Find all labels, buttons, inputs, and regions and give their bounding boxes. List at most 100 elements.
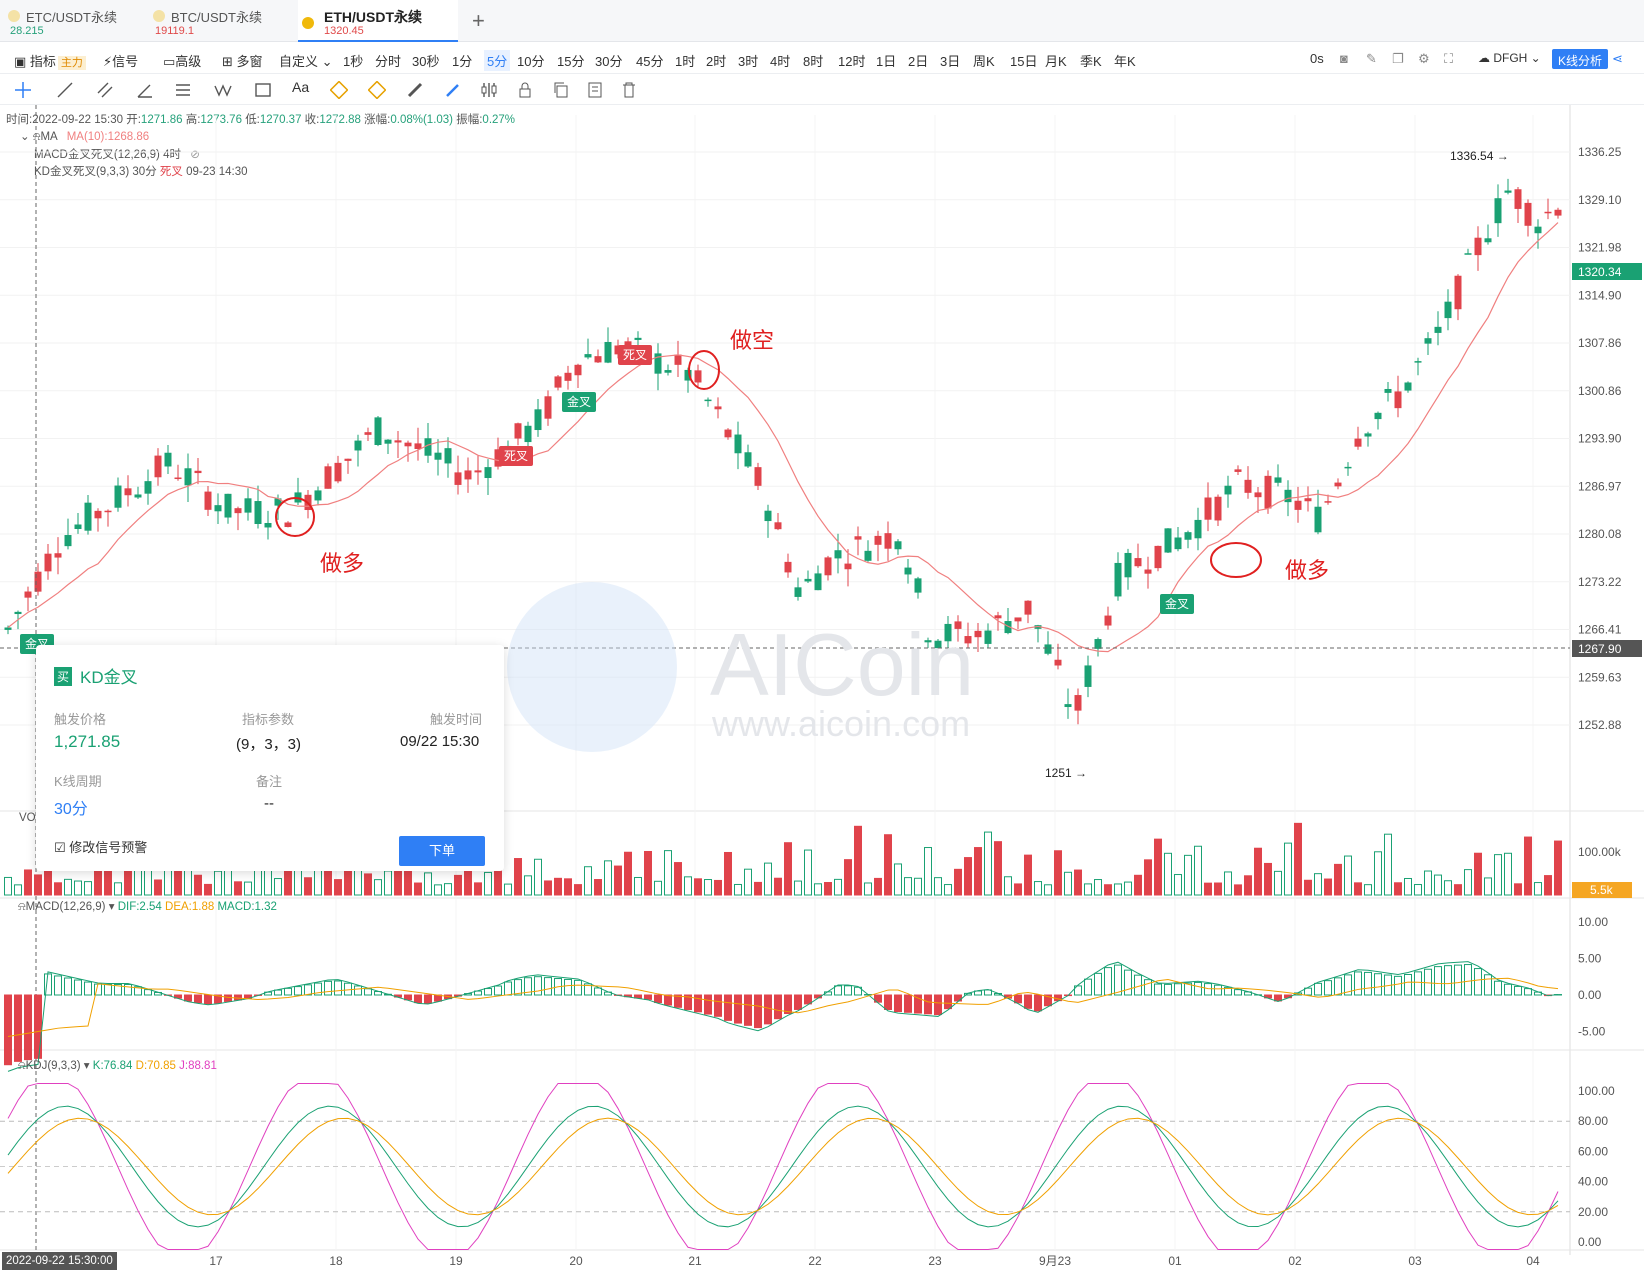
k-analysis-button[interactable]: K线分析	[1552, 49, 1609, 69]
edit-alert-link[interactable]: ☑ 修改信号预警	[54, 837, 147, 856]
candle-body	[474, 470, 482, 473]
interval-21[interactable]: 季K	[1080, 54, 1102, 69]
interval-3[interactable]: 1分	[452, 54, 473, 69]
window-icon[interactable]: ❐	[1392, 51, 1404, 66]
share-icon[interactable]: ⋖	[1612, 51, 1623, 66]
chevron-down-icon[interactable]: ▾	[83, 1060, 90, 1072]
interval-10[interactable]: 2时	[706, 54, 727, 69]
interval-16[interactable]: 2日	[908, 54, 929, 69]
channel-icon[interactable]	[96, 81, 114, 99]
macd-bar	[524, 977, 532, 996]
interval-1[interactable]: 分时	[375, 54, 402, 69]
volume-bar	[1074, 869, 1082, 896]
tab-eth[interactable]: ETH/USDT永续 1320.45	[298, 0, 458, 42]
candle-body	[1554, 209, 1562, 216]
candle-body	[204, 491, 212, 510]
trendline-icon[interactable]	[56, 81, 74, 99]
magnet-icon[interactable]	[330, 81, 348, 99]
interval-15[interactable]: 1日	[876, 54, 897, 69]
interval-20[interactable]: 月K	[1045, 54, 1067, 69]
crosshair-icon[interactable]	[14, 81, 32, 99]
gear-icon[interactable]: ⚙	[1418, 51, 1430, 66]
candle-body	[324, 466, 332, 489]
angle-icon[interactable]	[136, 81, 154, 99]
price-tick: 1329.10	[1578, 193, 1622, 207]
rectangle-icon[interactable]	[254, 81, 272, 99]
volume-bar	[1064, 871, 1072, 896]
candle-body	[514, 423, 522, 439]
macd-bar	[1184, 982, 1192, 996]
signal-button[interactable]: ⚡信号	[103, 54, 139, 69]
interval-9[interactable]: 1时	[675, 54, 696, 69]
macd-bar	[564, 978, 572, 996]
kdj-legend[interactable]: ⍾KDJ(9,3,3) ▾ K:76.84 D:70.85 J:88.81	[18, 1058, 217, 1073]
interval-17[interactable]: 3日	[940, 54, 961, 69]
candle-body	[694, 370, 702, 383]
interval-8[interactable]: 45分	[636, 54, 664, 69]
eye-off-icon[interactable]: ⊘	[190, 149, 200, 161]
volume-current-text: 5.5k	[1590, 883, 1614, 897]
interval-19[interactable]: 15日	[1010, 54, 1038, 69]
interval-6[interactable]: 15分	[557, 54, 585, 69]
chevron-down-icon[interactable]: ⌄	[20, 131, 30, 143]
interval-12[interactable]: 4时	[770, 54, 791, 69]
layers-icon[interactable]	[368, 81, 386, 99]
volume-bar	[214, 870, 222, 896]
watermark-logo	[507, 582, 677, 752]
interval-13[interactable]: 8时	[803, 54, 824, 69]
volume-bar	[1254, 847, 1262, 896]
multi-window-button[interactable]: ⊞ 多窗	[222, 54, 263, 69]
pencil-icon[interactable]	[444, 81, 462, 99]
macd-bar	[1074, 985, 1082, 996]
wave-icon[interactable]	[214, 81, 232, 99]
macd-bar	[1404, 974, 1412, 996]
interval-2[interactable]: 30秒	[412, 54, 440, 69]
candle-body	[1074, 695, 1082, 711]
macd-bar	[1524, 988, 1532, 996]
interval-0[interactable]: 1秒	[343, 54, 364, 69]
kd-signal-legend[interactable]: KD金叉死叉(9,3,3) 30分 死叉 09-23 14:30	[34, 163, 248, 179]
candle-body	[1094, 639, 1102, 649]
add-tab-icon[interactable]: +	[472, 8, 485, 33]
chart-canvas[interactable]: 1336.25 1329.10 1321.98 1314.90 1307.86 1300.…	[0, 105, 1644, 1285]
macd-bar	[754, 994, 762, 1029]
interval-22[interactable]: 年K	[1114, 54, 1136, 69]
price-tick: 1280.08	[1578, 527, 1622, 541]
macd-bar	[1274, 994, 1282, 1002]
interval-5[interactable]: 10分	[517, 54, 545, 69]
tab-etc[interactable]: ETC/USDT永续 28.215	[0, 0, 145, 42]
interval-11[interactable]: 3时	[738, 54, 759, 69]
ruler-icon[interactable]	[406, 81, 424, 99]
copy-icon[interactable]	[552, 81, 570, 99]
volume-bar	[1554, 840, 1562, 896]
macd-bar	[664, 994, 672, 1006]
custom-label: 自定义	[279, 54, 319, 69]
note-icon[interactable]	[586, 81, 604, 99]
theme-select[interactable]: ☁ DFGH ⌄	[1478, 51, 1541, 65]
trash-icon[interactable]	[620, 81, 638, 99]
fullscreen-icon[interactable]: ⛶	[1444, 51, 1454, 66]
lock-icon[interactable]	[516, 81, 534, 99]
place-order-button[interactable]: 下单	[399, 836, 485, 866]
tab-btc[interactable]: BTC/USDT永续 19119.1	[145, 0, 290, 42]
ma-legend[interactable]: ⌄ ⍾MA MA(10):1268.86	[20, 129, 149, 144]
macd-bar	[654, 994, 662, 1004]
candles-icon[interactable]	[480, 81, 498, 99]
volume-bar	[984, 831, 992, 896]
macd-bar	[834, 985, 842, 996]
interval-18[interactable]: 周K	[973, 54, 995, 69]
chevron-down-icon[interactable]: ▾	[108, 901, 115, 913]
volume-bar	[334, 879, 342, 896]
custom-button[interactable]: 自定义 ⌄	[279, 51, 333, 70]
interval-4[interactable]: 5分	[484, 50, 511, 71]
interval-14[interactable]: 12时	[838, 54, 866, 69]
indicator-button[interactable]: ▣ 指标 主力	[14, 51, 86, 70]
candle-body	[434, 452, 442, 460]
text-tool-icon[interactable]: Aa	[292, 79, 310, 95]
macd-legend[interactable]: ⍾MACD(12,26,9) ▾ DIF:2.54 DEA:1.88 MACD:…	[18, 899, 277, 914]
fibonacci-icon[interactable]	[174, 81, 192, 99]
camera-icon[interactable]: ◙	[1340, 51, 1348, 66]
interval-7[interactable]: 30分	[595, 54, 623, 69]
edit-icon[interactable]: ✎	[1366, 51, 1377, 66]
advanced-button[interactable]: ▭高级	[163, 54, 202, 69]
